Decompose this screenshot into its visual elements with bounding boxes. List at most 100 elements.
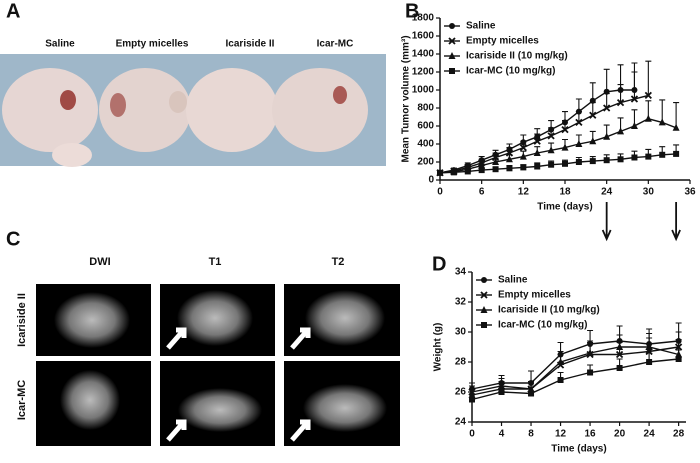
marker bbox=[548, 161, 555, 168]
marker bbox=[616, 365, 623, 371]
y-tick-label: 1600 bbox=[412, 31, 435, 42]
marker bbox=[586, 349, 594, 356]
x-tick-label: 0 bbox=[437, 187, 443, 198]
marker bbox=[645, 153, 652, 160]
marker bbox=[534, 163, 541, 170]
marker bbox=[528, 390, 535, 397]
marker bbox=[616, 343, 624, 350]
legend-label: Icariside II (10 mg/kg) bbox=[498, 305, 600, 316]
marker bbox=[644, 114, 652, 122]
series-line bbox=[439, 94, 649, 174]
x-tick-label: 4 bbox=[499, 429, 505, 440]
x-axis-label: Time (days) bbox=[551, 444, 606, 455]
marker bbox=[448, 52, 456, 59]
x-tick-label: 36 bbox=[684, 187, 696, 198]
error-bar bbox=[645, 60, 652, 96]
marker bbox=[505, 155, 513, 163]
y-tick-label: 32 bbox=[455, 297, 467, 308]
error-bar bbox=[617, 84, 624, 103]
marker bbox=[644, 91, 652, 100]
legend-label: Empty micelles bbox=[466, 36, 539, 47]
y-tick-label: 400 bbox=[417, 139, 434, 150]
marker bbox=[492, 158, 500, 165]
marker bbox=[672, 123, 680, 131]
legend-label: Icar-MC (10 mg/kg) bbox=[498, 320, 587, 331]
y-tick-label: 800 bbox=[417, 103, 434, 114]
panel-label: B bbox=[405, 0, 419, 22]
legend-label: Saline bbox=[498, 275, 528, 286]
marker bbox=[533, 137, 541, 145]
mri-images bbox=[36, 284, 400, 446]
legend-label: Icar-MC (10 mg/kg) bbox=[466, 66, 555, 77]
x-tick-label: 0 bbox=[469, 429, 475, 440]
marker bbox=[659, 151, 666, 158]
y-tick-label: 1000 bbox=[412, 85, 435, 96]
marker bbox=[616, 98, 625, 107]
marker bbox=[603, 132, 611, 140]
x-axis-label: Time (days) bbox=[537, 202, 592, 213]
error-bar bbox=[589, 102, 596, 116]
x-tick-label: 18 bbox=[559, 187, 571, 198]
marker bbox=[561, 125, 569, 134]
marker bbox=[480, 306, 488, 313]
y-tick-label: 28 bbox=[455, 357, 467, 368]
panel-label: D bbox=[432, 253, 446, 275]
y-axis-label: Weight (g) bbox=[433, 323, 444, 372]
marker bbox=[658, 118, 666, 126]
marker bbox=[547, 132, 555, 140]
column-header: DWI bbox=[89, 256, 110, 268]
series-line bbox=[471, 340, 679, 390]
column-header: T1 bbox=[209, 256, 222, 268]
x-tick-label: 24 bbox=[644, 429, 656, 440]
marker bbox=[589, 158, 596, 165]
error-bar bbox=[631, 71, 638, 99]
error-bar bbox=[562, 120, 568, 130]
error-bar bbox=[575, 111, 582, 123]
marker bbox=[478, 167, 485, 174]
x-tick-label: 8 bbox=[528, 429, 534, 440]
marker bbox=[561, 143, 569, 151]
series-line bbox=[471, 358, 679, 401]
marker bbox=[562, 160, 568, 167]
error-bar bbox=[603, 93, 610, 108]
marker bbox=[449, 23, 455, 29]
marker bbox=[630, 95, 639, 103]
panel-label: C bbox=[6, 228, 20, 250]
x-tick-label: 28 bbox=[673, 429, 685, 440]
marker bbox=[557, 358, 565, 365]
marker bbox=[557, 377, 564, 383]
marker bbox=[587, 369, 594, 376]
marker bbox=[450, 169, 457, 176]
marker bbox=[519, 143, 527, 152]
legend-label: Saline bbox=[466, 21, 496, 32]
marker bbox=[437, 169, 443, 176]
marker bbox=[575, 140, 583, 147]
marker bbox=[533, 149, 541, 156]
marker bbox=[617, 127, 625, 135]
row-header: Icar-MC bbox=[16, 380, 28, 420]
marker bbox=[630, 122, 638, 129]
y-tick-label: 30 bbox=[455, 327, 467, 338]
marker bbox=[481, 277, 487, 283]
column-header: T2 bbox=[332, 256, 345, 268]
marker bbox=[575, 118, 583, 127]
marker bbox=[547, 146, 555, 154]
marker bbox=[469, 396, 475, 403]
y-tick-label: 600 bbox=[417, 121, 434, 132]
x-tick-label: 6 bbox=[479, 187, 485, 198]
marker bbox=[617, 156, 624, 163]
error-bar bbox=[603, 68, 610, 92]
x-tick-label: 20 bbox=[614, 429, 626, 440]
marker bbox=[449, 68, 455, 74]
y-tick-label: 0 bbox=[428, 175, 434, 186]
x-tick-label: 12 bbox=[518, 187, 530, 198]
marker bbox=[645, 343, 653, 350]
x-tick-label: 16 bbox=[585, 429, 597, 440]
marker bbox=[615, 350, 624, 359]
y-tick-label: 26 bbox=[455, 387, 467, 398]
marker bbox=[506, 165, 513, 172]
panel-label: A bbox=[6, 0, 20, 22]
photo-label: Empty micelles bbox=[116, 39, 189, 50]
marker bbox=[481, 322, 487, 328]
